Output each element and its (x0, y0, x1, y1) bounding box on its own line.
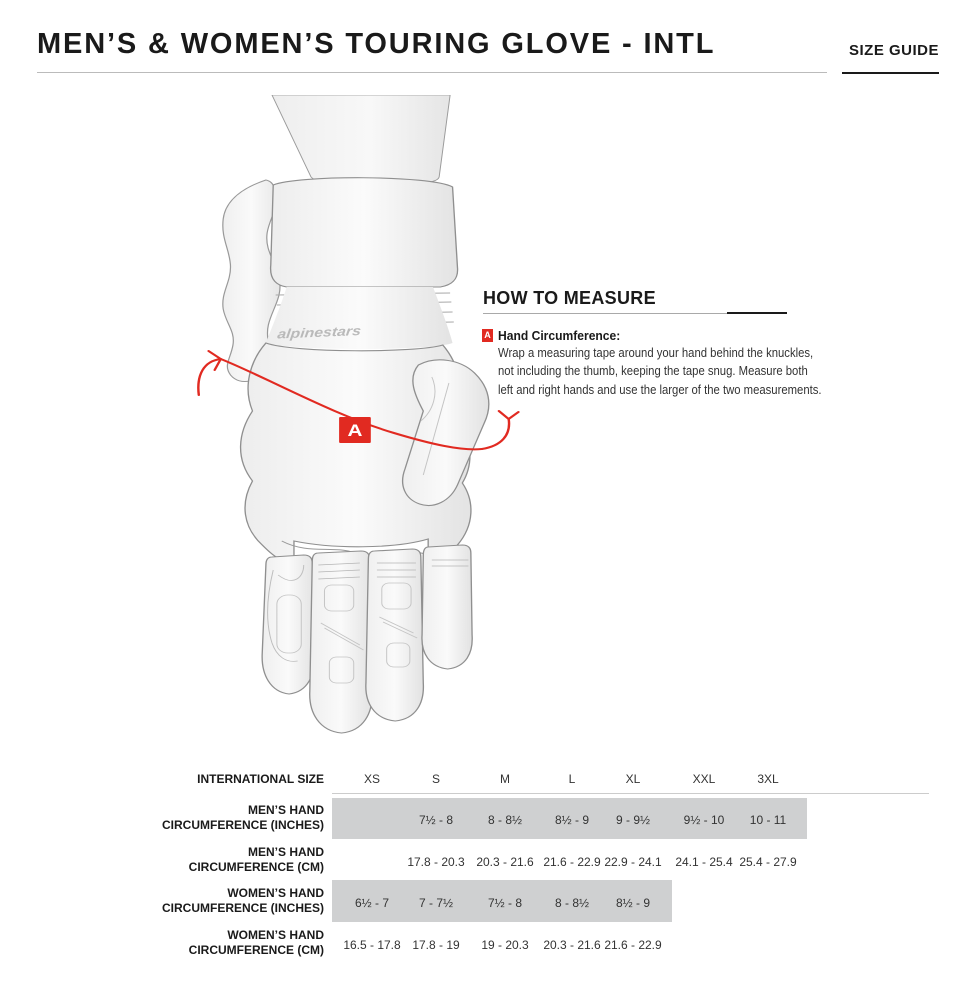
svg-text:A: A (347, 422, 362, 441)
